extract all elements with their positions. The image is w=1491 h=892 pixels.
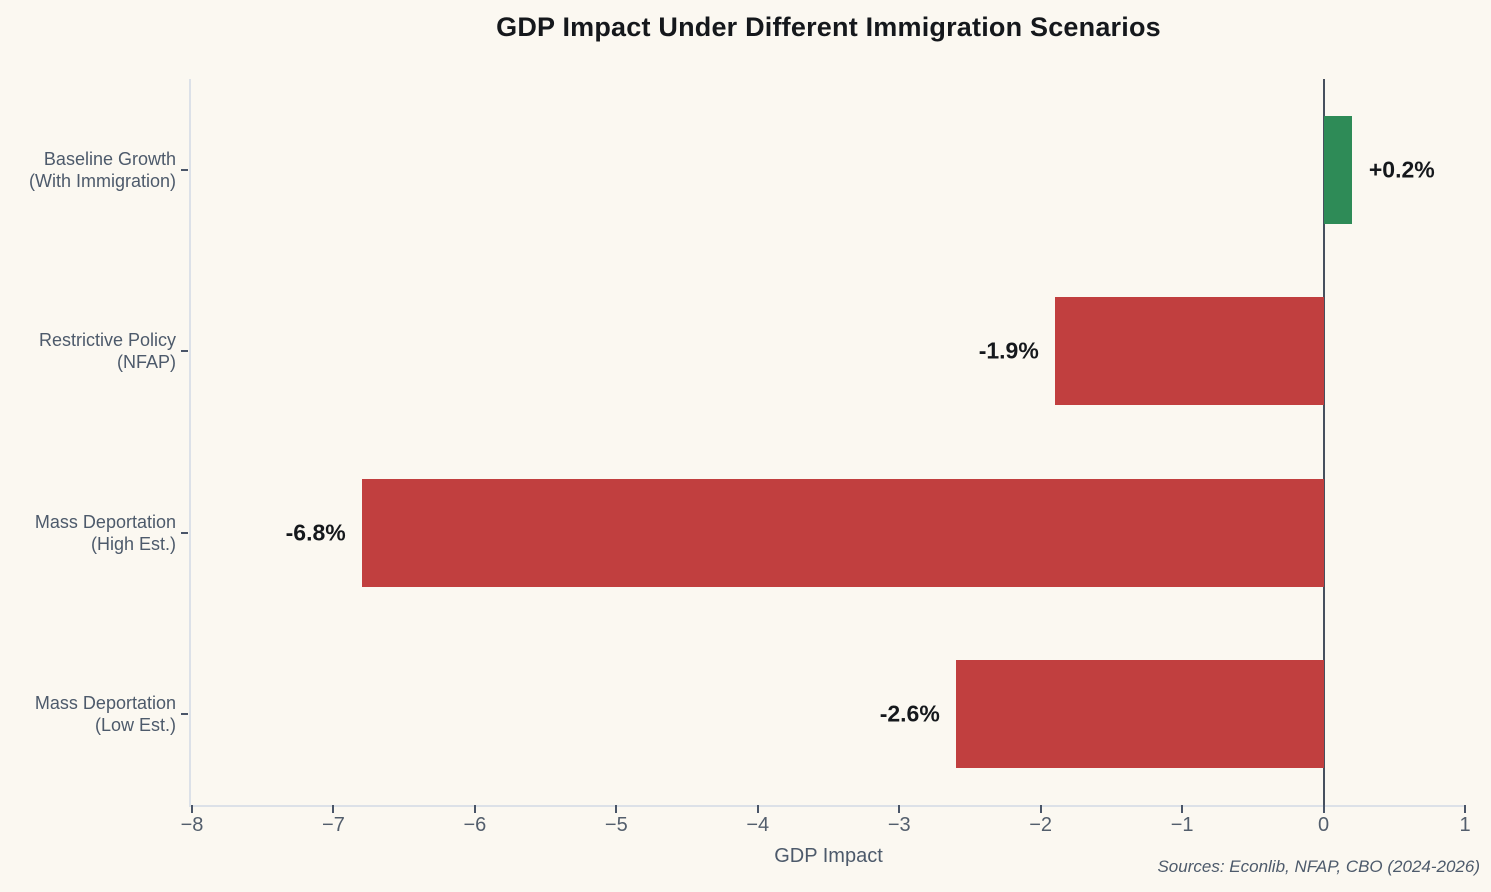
y-tick-mark xyxy=(181,713,188,716)
x-tick-mark xyxy=(615,805,618,813)
x-axis-title: GDP Impact xyxy=(774,845,883,867)
x-tick-label: −6 xyxy=(463,814,487,836)
category-label-line: (High Est.) xyxy=(90,533,176,554)
category-label: Baseline Growth (With Immigration) xyxy=(29,148,176,192)
bar-1 xyxy=(1323,115,1352,224)
category-label-line: Mass Deportation xyxy=(34,693,176,714)
x-tick-label: −2 xyxy=(1029,814,1053,836)
x-tick-mark xyxy=(1322,805,1325,813)
category-label-line: (With Immigration) xyxy=(28,170,176,191)
category-label: Restrictive Policy (NFAP) xyxy=(39,329,176,373)
y-tick-mark xyxy=(181,531,188,534)
zero-baseline xyxy=(1322,79,1325,813)
source-note: Sources: Econlib, NFAP, CBO (2024-2026) xyxy=(1157,857,1480,876)
x-tick-mark xyxy=(1039,805,1042,813)
value-label: +0.2% xyxy=(1368,156,1435,183)
x-tick-label: −1 xyxy=(1170,814,1194,836)
category-label-line: Restrictive Policy xyxy=(38,330,176,351)
category-label-line: Mass Deportation xyxy=(34,511,176,532)
value-label: -6.8% xyxy=(285,519,346,546)
y-tick-mark xyxy=(181,168,188,171)
bar-3 xyxy=(361,478,1324,587)
x-tick-mark xyxy=(332,805,335,813)
category-label: Mass Deportation (Low Est.) xyxy=(35,692,176,736)
y-axis-line xyxy=(189,79,191,807)
y-tick-mark xyxy=(181,350,188,353)
category-label-line: Baseline Growth xyxy=(43,148,176,169)
x-tick-mark xyxy=(756,805,759,813)
x-tick-mark xyxy=(473,805,476,813)
x-tick-label: 0 xyxy=(1317,814,1330,836)
x-tick-label: −4 xyxy=(746,814,770,836)
x-tick-label: −3 xyxy=(887,814,911,836)
x-tick-label: −8 xyxy=(180,814,204,836)
x-tick-mark xyxy=(191,805,193,813)
bar-2 xyxy=(1054,297,1324,406)
chart-title: GDP Impact Under Different Immigration S… xyxy=(496,12,1161,42)
x-tick-mark xyxy=(1464,805,1466,813)
category-label: Mass Deportation (High Est.) xyxy=(35,511,176,555)
x-tick-label: −7 xyxy=(322,814,345,836)
x-tick-mark xyxy=(898,805,901,813)
x-tick-mark xyxy=(1181,805,1184,813)
category-label-line: (Low Est.) xyxy=(94,715,176,736)
value-label: -1.9% xyxy=(978,337,1039,364)
x-tick-label: −5 xyxy=(604,814,628,836)
category-label-line: (NFAP) xyxy=(116,352,176,373)
bar-4 xyxy=(955,660,1324,769)
x-tick-label: 1 xyxy=(1459,814,1471,836)
x-axis-line xyxy=(189,805,1465,807)
value-label: -2.6% xyxy=(879,700,940,727)
